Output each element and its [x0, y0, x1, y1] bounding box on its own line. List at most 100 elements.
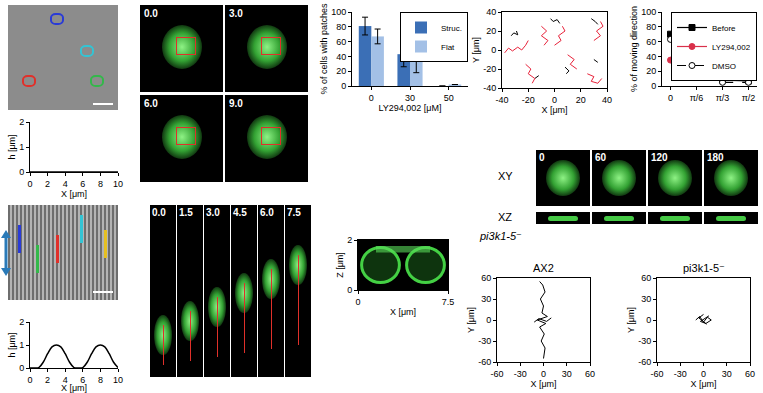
svg-text:100: 100 — [331, 7, 346, 17]
svg-text:-30: -30 — [478, 336, 491, 346]
svg-text:X [μm]: X [μm] — [530, 379, 556, 389]
svg-text:h [μm]: h [μm] — [7, 134, 17, 159]
svg-text:20: 20 — [576, 95, 586, 105]
html-text:9.0: 9.0 — [229, 98, 243, 109]
svg-text:0: 0 — [355, 297, 360, 307]
svg-text:40: 40 — [646, 52, 656, 62]
svg-text:Before: Before — [712, 24, 736, 33]
svg-text:6: 6 — [80, 179, 85, 189]
svg-text:30: 30 — [405, 93, 415, 103]
svg-text:% of cells with patches: % of cells with patches — [319, 3, 329, 95]
svg-text:40: 40 — [602, 95, 612, 105]
svg-text:X [μm]: X [μm] — [541, 105, 567, 115]
svg-text:10: 10 — [113, 375, 123, 385]
svg-text:0: 0 — [19, 363, 24, 373]
svg-text:1: 1 — [19, 142, 24, 152]
svg-text:2: 2 — [45, 179, 50, 189]
svg-text:100: 100 — [641, 7, 656, 17]
svg-text:-20: -20 — [483, 64, 496, 74]
svg-text:LY294,002: LY294,002 — [712, 43, 751, 52]
svg-text:-30: -30 — [638, 336, 651, 346]
svg-text:8: 8 — [98, 375, 103, 385]
svg-text:-40: -40 — [495, 95, 508, 105]
svg-text:0: 0 — [646, 315, 651, 325]
svg-text:Flat: Flat — [441, 43, 455, 52]
svg-text:80: 80 — [646, 22, 656, 32]
svg-text:-60: -60 — [650, 369, 663, 379]
svg-text:6: 6 — [80, 375, 85, 385]
svg-text:0: 0 — [701, 369, 706, 379]
svg-text:30: 30 — [722, 369, 732, 379]
html-text:XZ: XZ — [498, 211, 513, 223]
svg-text:0: 0 — [552, 95, 557, 105]
svg-text:0: 0 — [369, 93, 374, 103]
html-text:0.0: 0.0 — [144, 8, 158, 19]
svg-text:20: 20 — [336, 66, 346, 76]
svg-text:Y [μm]: Y [μm] — [471, 37, 481, 63]
svg-text:pi3k1-5⁻: pi3k1-5⁻ — [683, 262, 725, 274]
svg-text:4: 4 — [63, 179, 68, 189]
svg-text:Y [μm]: Y [μm] — [466, 307, 476, 333]
html-text:XY: XY — [498, 170, 513, 182]
html-text:6.0: 6.0 — [144, 98, 158, 109]
svg-text:X [μm]: X [μm] — [61, 189, 87, 199]
svg-text:-60: -60 — [638, 357, 651, 367]
svg-text:Y [μm]: Y [μm] — [626, 307, 636, 333]
svg-text:AX2: AX2 — [533, 262, 554, 274]
svg-text:30: 30 — [641, 294, 651, 304]
svg-text:80: 80 — [336, 22, 346, 32]
svg-text:60: 60 — [336, 37, 346, 47]
svg-text:2: 2 — [45, 375, 50, 385]
svg-text:0: 0 — [19, 167, 24, 177]
svg-text:2: 2 — [347, 235, 352, 245]
svg-text:0: 0 — [27, 179, 32, 189]
svg-text:40: 40 — [486, 7, 496, 17]
svg-text:-30: -30 — [674, 369, 687, 379]
svg-text:60: 60 — [646, 37, 656, 47]
svg-text:20: 20 — [646, 66, 656, 76]
svg-text:0: 0 — [347, 285, 352, 295]
svg-text:LY294,002 [μM]: LY294,002 [μM] — [378, 103, 441, 113]
svg-text:% of moving direction: % of moving direction — [629, 6, 639, 92]
svg-text:8: 8 — [98, 179, 103, 189]
svg-text:30: 30 — [481, 294, 491, 304]
svg-text:40: 40 — [336, 52, 346, 62]
svg-text:Z [μm]: Z [μm] — [335, 252, 345, 278]
svg-text:-60: -60 — [490, 369, 503, 379]
svg-text:π/3: π/3 — [716, 93, 730, 103]
svg-text:60: 60 — [641, 273, 651, 283]
svg-text:10: 10 — [113, 179, 123, 189]
svg-text:0: 0 — [341, 81, 346, 91]
svg-text:7.5: 7.5 — [442, 297, 455, 307]
svg-text:-20: -20 — [522, 95, 535, 105]
svg-text:-40: -40 — [483, 83, 496, 93]
svg-text:0: 0 — [541, 369, 546, 379]
svg-text:0: 0 — [486, 315, 491, 325]
svg-text:30: 30 — [562, 369, 572, 379]
svg-text:π/6: π/6 — [690, 93, 704, 103]
svg-text:-30: -30 — [514, 369, 527, 379]
svg-text:DMSO: DMSO — [712, 62, 736, 71]
svg-text:X [μm]: X [μm] — [690, 379, 716, 389]
svg-text:60: 60 — [585, 369, 595, 379]
svg-text:Struc.: Struc. — [441, 24, 462, 33]
svg-text:π/2: π/2 — [742, 93, 756, 103]
svg-text:50: 50 — [444, 93, 454, 103]
html-text:pi3k1-5⁻: pi3k1-5⁻ — [480, 230, 522, 242]
svg-text:1: 1 — [19, 340, 24, 350]
svg-text:60: 60 — [481, 273, 491, 283]
svg-text:2: 2 — [19, 117, 24, 127]
svg-text:h [μm]: h [μm] — [7, 332, 17, 357]
svg-text:0: 0 — [651, 81, 656, 91]
svg-text:60: 60 — [745, 369, 755, 379]
svg-text:2: 2 — [19, 317, 24, 327]
svg-text:X [μm]: X [μm] — [390, 307, 416, 317]
svg-text:-60: -60 — [478, 357, 491, 367]
svg-text:20: 20 — [486, 26, 496, 36]
svg-text:4: 4 — [63, 375, 68, 385]
svg-text:0: 0 — [491, 45, 496, 55]
svg-text:X [μm]: X [μm] — [61, 383, 87, 393]
svg-text:0: 0 — [27, 375, 32, 385]
html-text:3.0: 3.0 — [229, 8, 243, 19]
svg-text:0: 0 — [668, 93, 673, 103]
